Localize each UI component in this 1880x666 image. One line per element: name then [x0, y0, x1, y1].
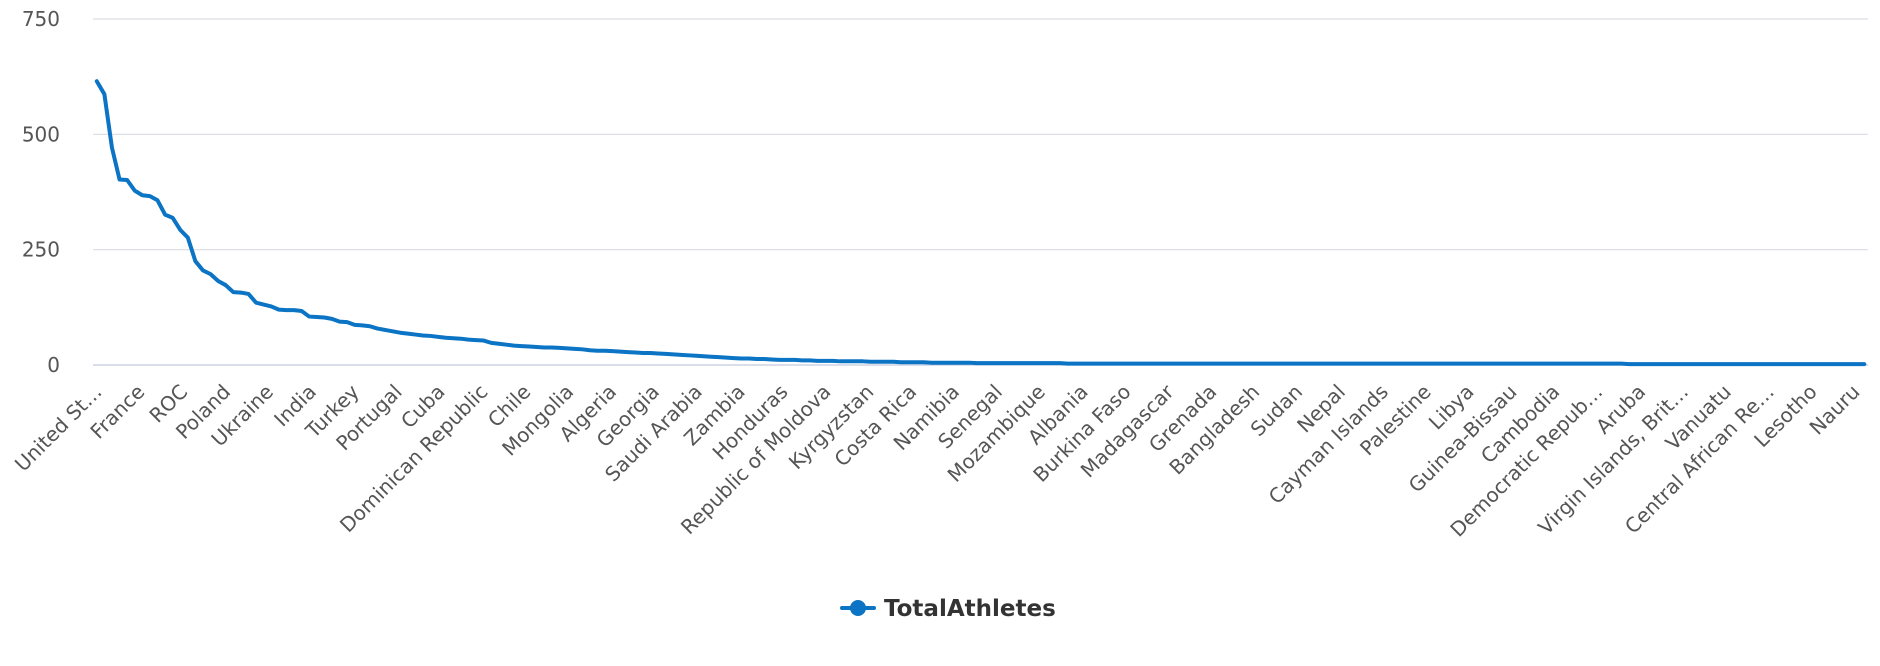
y-tick-label: 500	[22, 122, 60, 146]
legend[interactable]: TotalAthletes	[840, 596, 1056, 622]
series-layer	[94, 79, 1867, 367]
x-axis: United St…FranceROCPolandUkraineIndiaTur…	[10, 379, 1865, 541]
grid-layer	[93, 18, 1868, 366]
y-tick-label: 0	[47, 353, 60, 377]
series-line-total-athletes[interactable]	[94, 79, 1867, 367]
y-tick-label: 250	[22, 238, 60, 262]
y-axis: 0 250 500 750	[22, 7, 60, 377]
y-tick-label: 750	[22, 7, 60, 31]
legend-label[interactable]: TotalAthletes	[884, 596, 1056, 622]
legend-marker	[850, 600, 866, 616]
